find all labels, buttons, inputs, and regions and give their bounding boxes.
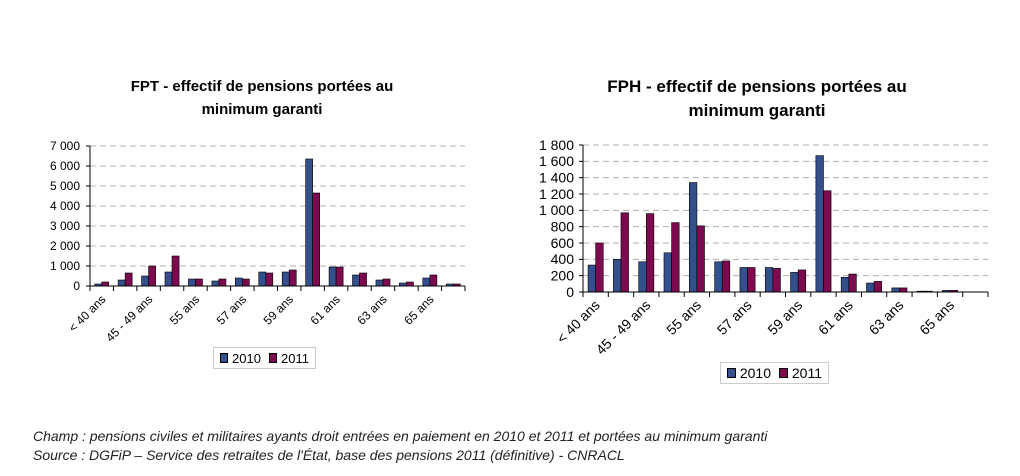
- chart-title-fpt: FPT - effectif de pensions portées au mi…: [130, 78, 394, 118]
- x-tick-label: < 40 ans: [553, 297, 603, 347]
- chart-title-fph: FPH - effectif de pensions portées au mi…: [607, 77, 907, 120]
- bar-2011: [899, 287, 908, 293]
- bar-2010: [663, 252, 672, 293]
- y-tick-label: 800: [551, 219, 575, 235]
- bar-2010: [891, 287, 900, 293]
- bar-2011: [696, 225, 705, 293]
- y-tick-label: 400: [551, 251, 575, 267]
- legend-swatch-2010: [727, 368, 736, 378]
- y-tick-label: 1 000: [50, 259, 80, 273]
- y-tick-label: 7 000: [50, 139, 80, 153]
- y-tick-label: 1 400: [539, 170, 574, 186]
- legend-swatch-2010: [220, 353, 229, 363]
- bar-2010: [764, 267, 774, 293]
- bar-2010: [587, 264, 596, 293]
- y-tick-label: 600: [551, 235, 575, 251]
- x-tick-label: 45 - 49 ans: [593, 297, 654, 358]
- bar-2011: [620, 212, 629, 293]
- bar-2011: [671, 222, 680, 293]
- bar-2011: [848, 273, 857, 293]
- bar-2010: [866, 282, 875, 293]
- y-tick-label: 6 000: [50, 159, 80, 173]
- y-tick-label: 3 000: [50, 219, 80, 233]
- y-tick-label: 2 000: [50, 239, 80, 253]
- legend-fph: 2010 2011: [720, 362, 829, 384]
- y-tick-label: 0: [73, 279, 80, 293]
- bar-2011: [645, 213, 655, 293]
- legend-swatch-2011: [268, 353, 278, 363]
- bar-2010: [790, 272, 799, 293]
- y-tick-label: 200: [551, 268, 575, 284]
- bar-2010: [840, 276, 850, 293]
- x-tick-label: 59 ans: [764, 297, 805, 338]
- y-tick-label: 1 200: [539, 186, 574, 202]
- bar-2010: [613, 259, 622, 293]
- y-tick-label: 0: [566, 284, 574, 300]
- x-tick-label: 61 ans: [815, 297, 856, 338]
- footer-source: Source : DGFiP – Service des retraites d…: [33, 447, 625, 463]
- x-tick-label: 55 ans: [663, 297, 704, 338]
- bar-2011: [873, 281, 882, 293]
- legend-swatch-2011: [779, 368, 788, 378]
- y-tick-label: 1 800: [539, 137, 574, 153]
- y-tick-label: 1 000: [539, 202, 574, 218]
- x-tick-label: 65 ans: [916, 297, 957, 338]
- bar-2010: [689, 182, 698, 293]
- y-tick-label: 4 000: [50, 199, 80, 213]
- bar-2010: [714, 261, 723, 293]
- bar-2011: [595, 242, 604, 293]
- bar-2011: [823, 190, 832, 293]
- bar-2010: [739, 267, 748, 293]
- bar-2011: [797, 269, 807, 293]
- x-tick-label: 63 ans: [866, 297, 907, 338]
- y-tick-label: 5 000: [50, 179, 80, 193]
- bar-2011: [721, 260, 731, 293]
- y-tick-label: 1 600: [539, 153, 574, 169]
- bar-2010: [815, 155, 824, 293]
- bar-2010: [638, 261, 647, 293]
- legend-fpt: 2010 2011: [213, 347, 316, 369]
- bar-2011: [772, 268, 781, 293]
- x-tick-label: 57 ans: [714, 297, 755, 338]
- bar-2011: [747, 267, 756, 293]
- footer-champ: Champ : pensions civiles et militaires a…: [33, 428, 768, 444]
